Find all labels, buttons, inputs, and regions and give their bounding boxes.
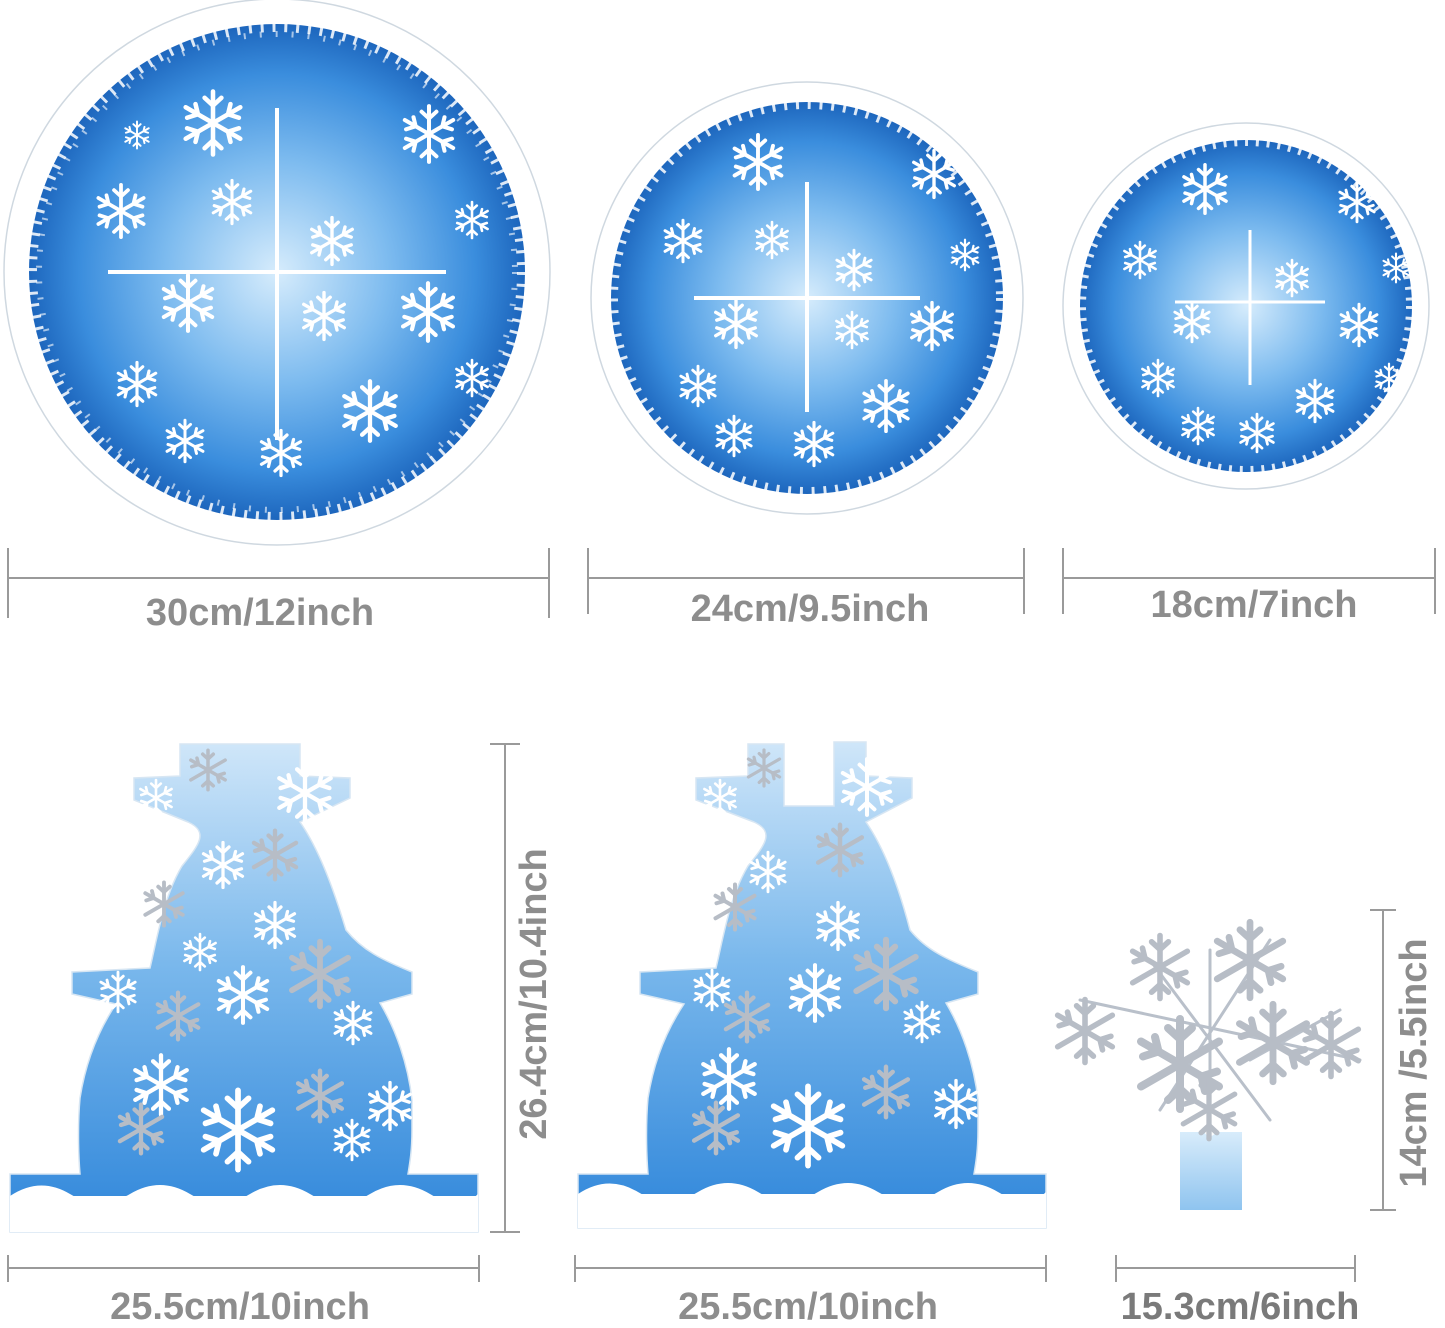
snowflake-topper: [1058, 922, 1366, 1210]
dimension-line-disc-large: [7, 548, 550, 618]
dimension-line-disc-medium: [587, 548, 1025, 614]
dimension-label-standee-right-width: 25.5cm/10inch: [678, 1286, 938, 1328]
dimension-line-topper-width: [1115, 1255, 1356, 1282]
dimension-label-disc-small: 18cm/7inch: [1150, 584, 1358, 626]
dimension-line-standee-right-width: [574, 1255, 1047, 1282]
disc-large: [3, 0, 551, 546]
dimension-label-standee-left-width: 25.5cm/10inch: [110, 1286, 370, 1328]
snowman-standee-left: [9, 743, 479, 1233]
dimension-label-topper-width: 15.3cm/6inch: [1120, 1286, 1360, 1328]
dimension-label-disc-medium: 24cm/9.5inch: [690, 588, 930, 630]
disc-small: [1062, 122, 1430, 490]
dimension-label-standee-height: 26.4cm/10.4inch: [513, 848, 555, 1140]
dimension-label-topper-height: 14cm /5.5inch: [1393, 938, 1435, 1188]
dimension-line-topper-height: [1370, 909, 1396, 1211]
dimension-line-standee-left-width: [7, 1255, 480, 1282]
dimension-line-standee-height: [490, 743, 520, 1233]
dimension-label-disc-large: 30cm/12inch: [145, 592, 375, 634]
disc-medium: [590, 81, 1024, 515]
snowman-standee-right: [577, 741, 1047, 1229]
dimension-line-disc-small: [1062, 548, 1436, 614]
